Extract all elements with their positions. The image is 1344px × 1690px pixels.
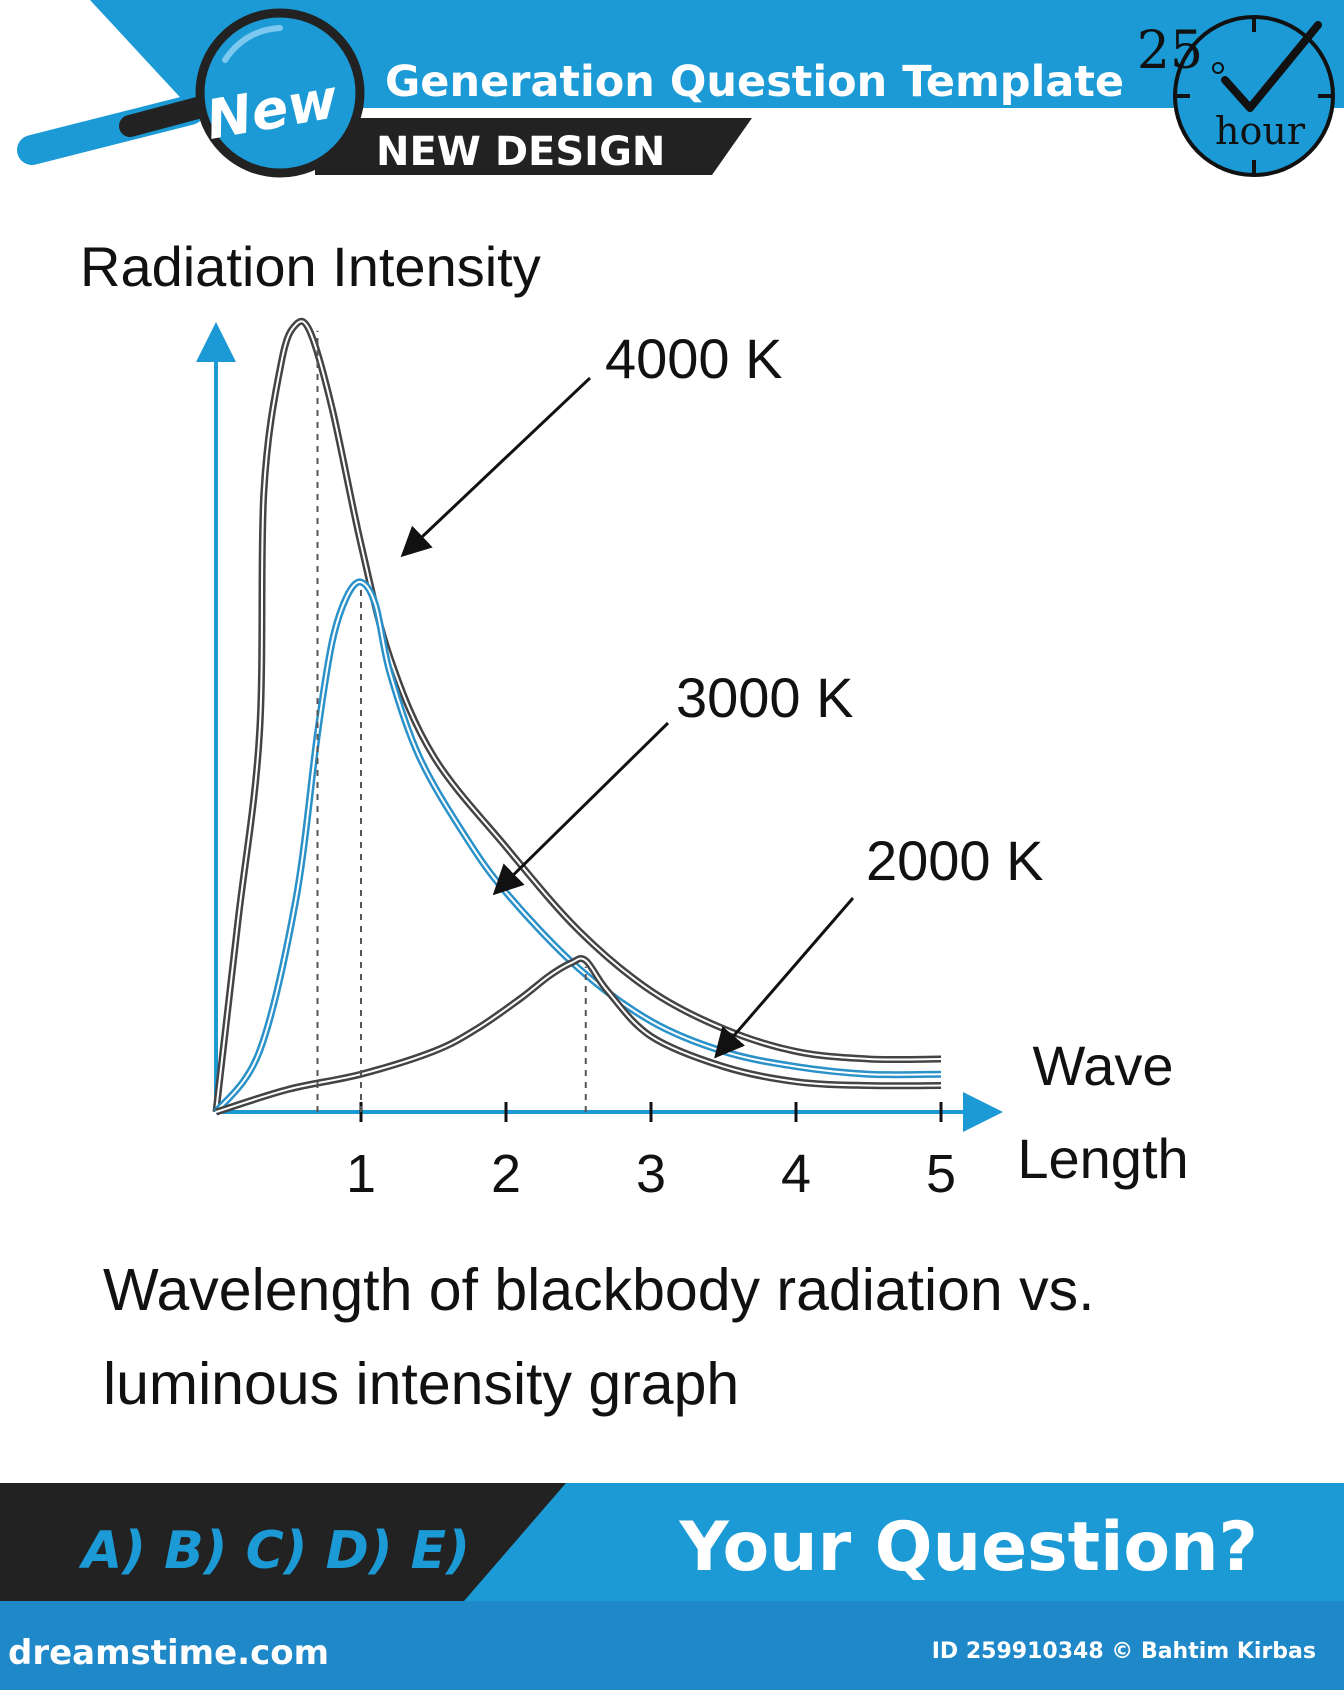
site-name: dreamstime.com xyxy=(8,1633,329,1673)
question-placeholder: Your Question? xyxy=(678,1508,1258,1587)
header-dark-band xyxy=(315,118,752,175)
series-curve-highlight-3000k xyxy=(215,580,942,1113)
x-tick-label: 4 xyxy=(781,1144,811,1204)
pointer-arrow-3000k xyxy=(492,721,670,896)
pointer-arrow-2000k xyxy=(714,897,855,1059)
credit-text: ID 259910348 © Bahtim Kirbas xyxy=(932,1639,1316,1664)
header-subtitle: NEW DESIGN xyxy=(376,129,665,175)
y-axis-label: Radiation Intensity xyxy=(80,235,541,298)
chart: Radiation Intensity 1 2 3 4 5 Wave Length 40… xyxy=(80,235,1189,1204)
pointer-arrow-4000k xyxy=(400,376,592,558)
timer-dot xyxy=(1212,62,1224,74)
x-tick-label: 5 xyxy=(926,1144,956,1204)
series-curve-2000k xyxy=(214,955,942,1116)
footer-dark-band xyxy=(0,1483,566,1601)
series-curve-highlight-2000k xyxy=(215,957,942,1113)
footer: A) B) C) D) E) Your Question? dreamstime… xyxy=(0,1483,1344,1690)
checkmark-icon xyxy=(1221,21,1322,112)
x-axis-label-line1: Wave xyxy=(1032,1034,1173,1097)
timer-number: 25 xyxy=(1137,21,1203,81)
caption-line1: Wavelength of blackbody radiation vs. xyxy=(103,1257,1095,1323)
header: New Generation Question Template NEW DES… xyxy=(17,0,1344,178)
x-tick-label: 3 xyxy=(636,1144,666,1204)
header-blue-band xyxy=(90,0,1344,108)
x-tick-label: 1 xyxy=(346,1144,376,1204)
magnifier-icon xyxy=(17,8,365,178)
series-label-3000k: 3000 K xyxy=(676,666,854,729)
answer-options: A) B) C) D) E) xyxy=(78,1521,470,1581)
series-label-4000k: 4000 K xyxy=(605,327,783,390)
series-label-2000k: 2000 K xyxy=(866,829,1044,892)
header-title: Generation Question Template xyxy=(385,57,1124,107)
series-curve-3000k xyxy=(213,578,942,1115)
credit-bar xyxy=(0,1601,1344,1690)
series-curve-highlight-4000k xyxy=(215,320,942,1113)
x-axis-label-line2: Length xyxy=(1017,1127,1188,1190)
x-tick-label: 2 xyxy=(491,1144,521,1204)
timer-unit: hour xyxy=(1215,109,1306,153)
caption-line2: luminous intensity graph xyxy=(103,1351,739,1417)
